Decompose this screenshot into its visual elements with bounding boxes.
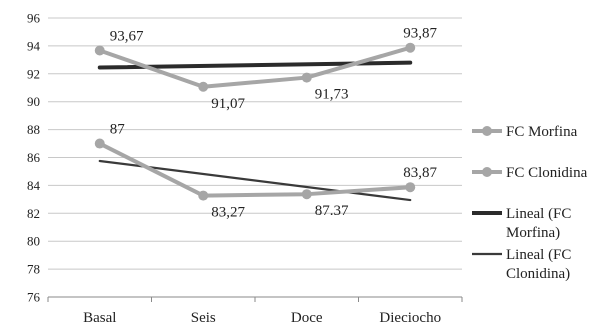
data-label: 93,67 [110,29,144,45]
data-label: 91,07 [211,96,245,112]
data-labels: 93,67 91,07 91,73 93,87 87 83,27 87.37 83,87 [110,26,438,221]
y-tick-label: 88 [27,122,40,137]
x-axis: Basal Seis Doce Dieciocho [47,296,463,326]
data-point [94,138,105,149]
y-tick-label: 96 [27,11,41,26]
series-line [99,45,411,89]
data-label: 87.37 [315,203,349,219]
legend-marker [482,126,492,136]
legend-label: Lineal (FC [506,206,571,222]
data-point [301,189,312,200]
y-tick-label: 92 [27,66,40,81]
y-tick-label: 80 [27,234,40,249]
data-label: 93,87 [403,26,437,42]
x-tick-label: Doce [291,310,323,326]
legend-label: FC Morfina [506,124,578,140]
x-tick-label: Seis [191,310,216,326]
data-point [94,45,105,56]
legend-label: Clonidina) [506,266,570,282]
data-series [94,42,416,201]
data-label: 83,27 [211,205,245,221]
y-tick-label: 94 [27,38,41,53]
legend: FC Morfina FC Clonidina Lineal (FC Morfina)… [472,124,588,282]
data-point [405,182,416,193]
legend-label: FC Clonidina [506,165,588,181]
legend-marker [482,167,492,177]
grid-lines [48,17,462,298]
y-tick-label: 90 [27,94,40,109]
data-label: 83,87 [403,165,437,181]
y-axis-ticks: 76 78 80 82 84 86 88 90 92 94 96 [27,11,41,305]
data-point [198,190,209,201]
data-point [198,81,209,92]
data-label: 91,73 [315,87,349,103]
data-label: 87 [110,122,126,138]
y-tick-label: 82 [27,206,40,221]
x-tick-label: Dieciocho [379,310,441,326]
y-tick-label: 78 [27,262,40,277]
x-tick-label: Basal [83,310,116,326]
legend-label: Morfina) [506,225,560,241]
series-line [98,141,411,198]
y-tick-label: 86 [27,150,41,165]
data-point [405,42,416,53]
y-tick-label: 76 [27,290,41,305]
y-tick-label: 84 [27,178,41,193]
data-point [301,72,312,83]
legend-label: Lineal (FC [506,247,571,263]
